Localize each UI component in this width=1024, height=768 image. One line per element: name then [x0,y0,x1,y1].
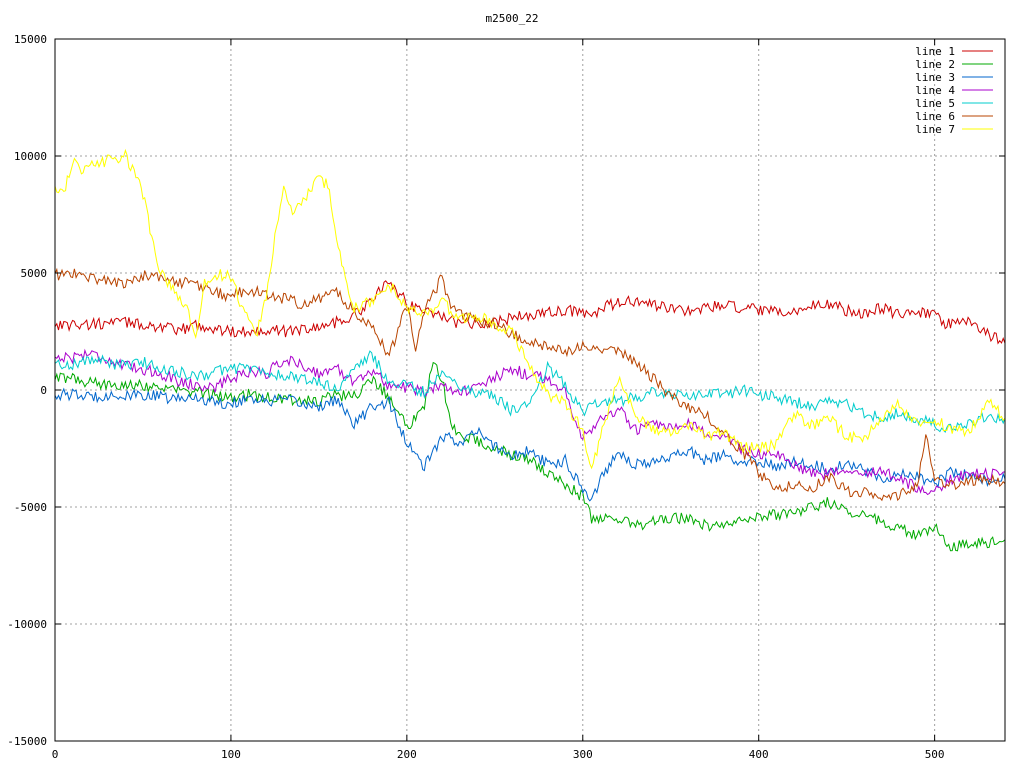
y-tick-label: 15000 [14,33,47,46]
x-tick-label: 200 [397,748,417,761]
x-tick-label: 400 [749,748,769,761]
legend-label: line 3 [915,71,955,84]
x-tick-label: 300 [573,748,593,761]
y-tick-label: -15000 [7,735,47,748]
x-tick-label: 0 [52,748,59,761]
series-line-6 [54,267,1006,502]
y-tick-label: 10000 [14,150,47,163]
series-line-4 [54,348,1006,496]
legend-label: line 7 [915,123,955,136]
legend-label: line 1 [915,45,955,58]
axis-ticks: 0 100 200 300 400 500 -15000 -10000 -5000 0 5000 10… [7,33,1005,761]
chart-title: m2500_22 [486,12,539,25]
x-tick-label: 100 [221,748,241,761]
series-group [54,148,1006,552]
series-line-2 [54,361,1006,552]
series-line-3 [54,387,1006,502]
legend-label: line 2 [915,58,955,71]
legend-label: line 4 [915,84,955,97]
series-line-7 [54,148,1006,470]
series-line-5 [54,350,1006,433]
legend-label: line 5 [915,97,955,110]
series-line-1 [54,280,1006,345]
grid [55,39,1005,741]
x-tick-label: 500 [925,748,945,761]
y-tick-label: 0 [40,384,47,397]
y-tick-label: 5000 [21,267,48,280]
legend-label: line 6 [915,110,955,123]
y-tick-label: -5000 [14,501,47,514]
y-tick-label: -10000 [7,618,47,631]
